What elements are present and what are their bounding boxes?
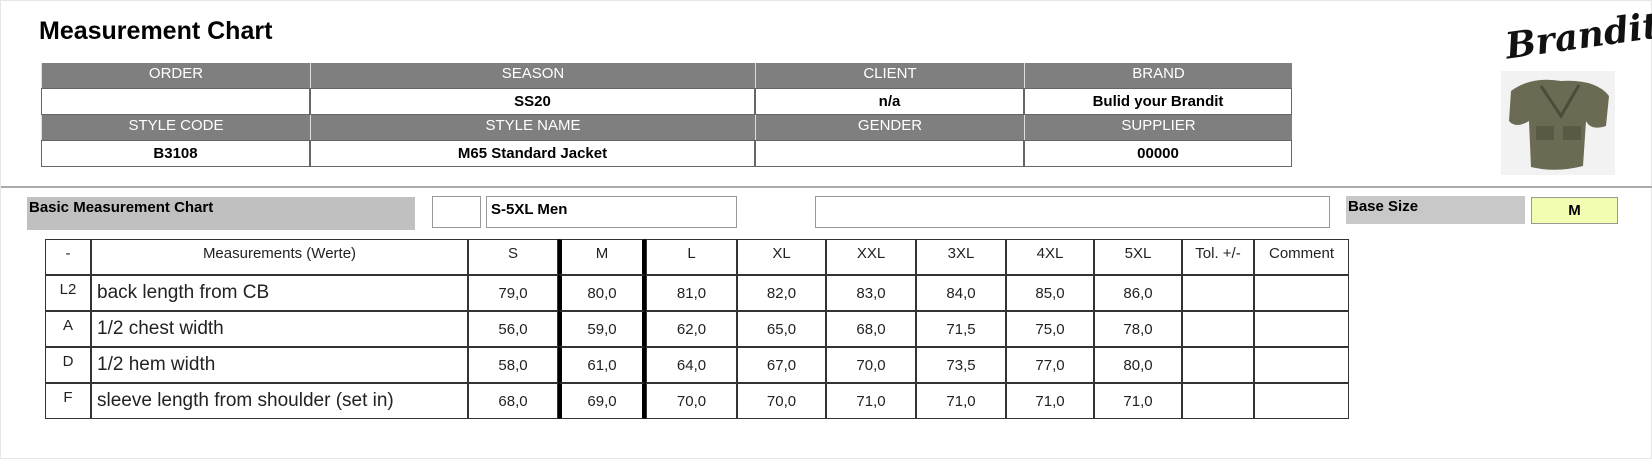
row-code: L2 <box>45 275 91 311</box>
row-name: 1/2 chest width <box>91 311 468 347</box>
measurement: 69,0 <box>558 383 646 419</box>
empty-cell <box>1182 347 1254 383</box>
field-label: SEASON <box>310 63 755 88</box>
empty-cell <box>1182 383 1254 419</box>
measurement: 80,0 <box>558 275 646 311</box>
measurement: 71,0 <box>826 383 916 419</box>
measurement: 83,0 <box>826 275 916 311</box>
empty-cell <box>1254 383 1349 419</box>
field-value: M65 Standard Jacket <box>310 140 755 167</box>
row-code: D <box>45 347 91 383</box>
measurement: 79,0 <box>468 275 558 311</box>
row-name: sleeve length from shoulder (set in) <box>91 383 468 419</box>
measurement: 70,0 <box>646 383 737 419</box>
section-title: Basic Measurement Chart <box>27 197 415 230</box>
blank-box <box>815 196 1330 228</box>
range-box: S-5XL Men <box>486 196 737 228</box>
field-label: ORDER <box>41 63 310 88</box>
column-header: Tol. +/- <box>1182 239 1254 275</box>
measurement: 86,0 <box>1094 275 1182 311</box>
column-header: - <box>45 239 91 275</box>
field-value: B3108 <box>41 140 310 167</box>
empty-cell <box>1254 275 1349 311</box>
measurement: 62,0 <box>646 311 737 347</box>
row-code: A <box>45 311 91 347</box>
blank-box <box>432 196 481 228</box>
measurement: 81,0 <box>646 275 737 311</box>
measurement: 80,0 <box>1094 347 1182 383</box>
measurement: 71,0 <box>1006 383 1094 419</box>
separator <box>1 186 1652 188</box>
measurement: 58,0 <box>468 347 558 383</box>
measurement: 64,0 <box>646 347 737 383</box>
logo: Brandit <box>1502 4 1652 68</box>
measurement: 71,0 <box>916 383 1006 419</box>
field-label: CLIENT <box>755 63 1024 88</box>
measurement: 78,0 <box>1094 311 1182 347</box>
base-size-label: Base Size <box>1346 196 1525 224</box>
measurement: 67,0 <box>737 347 826 383</box>
field-label: SUPPLIER <box>1024 115 1292 140</box>
column-header: Comment <box>1254 239 1349 275</box>
empty-cell <box>1182 275 1254 311</box>
row-code: F <box>45 383 91 419</box>
field-value <box>755 140 1024 167</box>
column-header: M <box>558 239 646 275</box>
measurement: 71,0 <box>1094 383 1182 419</box>
column-header: 3XL <box>916 239 1006 275</box>
row-name: 1/2 hem width <box>91 347 468 383</box>
product-photo <box>1501 71 1615 175</box>
measurement: 59,0 <box>558 311 646 347</box>
field-label: GENDER <box>755 115 1024 140</box>
empty-cell <box>1254 347 1349 383</box>
measurement: 68,0 <box>826 311 916 347</box>
field-label: STYLE CODE <box>41 115 310 140</box>
measurement: 61,0 <box>558 347 646 383</box>
column-header: 4XL <box>1006 239 1094 275</box>
measurement: 85,0 <box>1006 275 1094 311</box>
measurement: 84,0 <box>916 275 1006 311</box>
measurement: 73,5 <box>916 347 1006 383</box>
column-header: L <box>646 239 737 275</box>
field-value: SS20 <box>310 88 755 115</box>
field-value: Bulid your Brandit <box>1024 88 1292 115</box>
base-size: M <box>1531 197 1618 224</box>
row-name: back length from CB <box>91 275 468 311</box>
measurement: 56,0 <box>468 311 558 347</box>
column-header: 5XL <box>1094 239 1182 275</box>
measurement: 65,0 <box>737 311 826 347</box>
empty-cell <box>1182 311 1254 347</box>
field-value: 00000 <box>1024 140 1292 167</box>
column-header: Measurements (Werte) <box>91 239 468 275</box>
measurement: 82,0 <box>737 275 826 311</box>
measurement: 70,0 <box>737 383 826 419</box>
field-label: STYLE NAME <box>310 115 755 140</box>
title: Measurement Chart <box>39 17 273 45</box>
column-header: XL <box>737 239 826 275</box>
measurement: 71,5 <box>916 311 1006 347</box>
column-header: S <box>468 239 558 275</box>
measurement: 77,0 <box>1006 347 1094 383</box>
measurement: 68,0 <box>468 383 558 419</box>
field-value <box>41 88 310 115</box>
empty-cell <box>1254 311 1349 347</box>
field-label: BRAND <box>1024 63 1292 88</box>
field-value: n/a <box>755 88 1024 115</box>
measurement: 75,0 <box>1006 311 1094 347</box>
column-header: XXL <box>826 239 916 275</box>
measurement: 70,0 <box>826 347 916 383</box>
